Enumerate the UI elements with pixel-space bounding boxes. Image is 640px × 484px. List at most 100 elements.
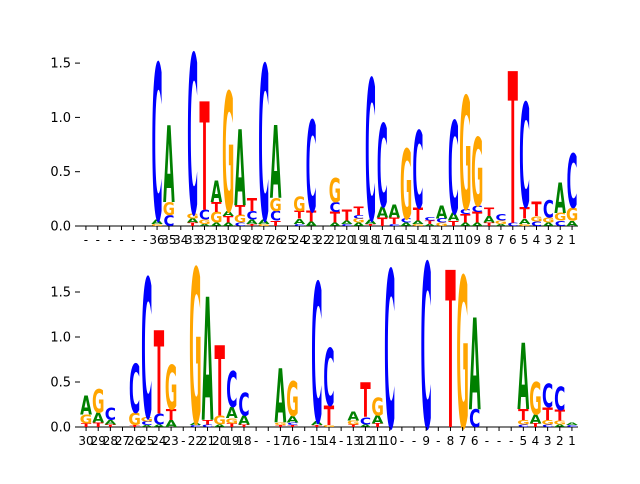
logo-letter-A: A [519, 217, 532, 226]
logo-letter-T: T [306, 208, 317, 226]
x-tick-label: - [96, 233, 100, 247]
logo-letter-G: G [529, 373, 542, 425]
logo-letter-C: C [235, 222, 246, 227]
logo-letter-G: G [400, 132, 412, 242]
x-tick-label: 5 [520, 434, 528, 448]
logo-letter-G: G [151, 223, 163, 227]
logo-column: AGC [495, 213, 508, 227]
logo-panel-2: 0.00.51.01.5TGA30TAG29TAC2827TGC26ACGC25… [50, 218, 578, 480]
x-tick-label: - [266, 434, 270, 448]
x-tick-label: 15 [398, 233, 413, 247]
logo-letter-A: A [274, 353, 286, 440]
logo-column: TAC [104, 404, 116, 428]
logo-letter-A: A [165, 419, 177, 430]
x-tick-label: 1 [568, 434, 576, 448]
logo-letter-T: T [239, 424, 250, 428]
logo-column: G [456, 235, 469, 476]
x-tick-label: 12 [434, 233, 449, 247]
logo-letter-C: C [202, 424, 213, 428]
y-tick-label: 0.0 [50, 220, 71, 235]
logo-letter-A: A [305, 220, 317, 227]
logo-column: CA [566, 422, 578, 428]
logo-column: C [421, 218, 432, 480]
logo-letter-C: C [360, 416, 371, 427]
x-tick-label: 23 [163, 434, 178, 448]
logo-letter-T: T [271, 219, 281, 228]
logo-column: C [384, 228, 395, 479]
logo-letter-A: A [483, 215, 495, 225]
logo-letter-T: T [372, 422, 383, 428]
logo-column: CGA [554, 176, 566, 228]
logo-column: TAG [529, 373, 542, 428]
logo-letter-C: C [542, 424, 553, 428]
logo-letter-A: A [189, 422, 201, 426]
logo-letter-T: T [365, 223, 376, 227]
logo-letter-G: G [234, 214, 246, 226]
logo-letter-G: G [128, 409, 141, 429]
logo-letter-C: C [507, 222, 518, 227]
logo-letter-A: A [424, 223, 436, 227]
logo-letter-G: G [353, 217, 365, 224]
logo-letter-T: T [227, 422, 238, 428]
logo-letter-T: T [354, 205, 365, 219]
x-tick-label: - [254, 434, 258, 448]
logo-letter-A: A [436, 202, 448, 223]
x-tick-label: 16 [285, 434, 300, 448]
logo-column: TAC [365, 42, 377, 266]
logo-letter-G: G [258, 223, 270, 227]
logo-letter-A: A [530, 413, 542, 427]
x-tick-label: 35 [161, 233, 176, 247]
logo-letter-T: T [202, 418, 212, 425]
x-tick-label: 4 [532, 434, 540, 448]
logo-letter-C: C [531, 220, 542, 227]
logo-letter-G: G [495, 220, 507, 225]
logo-letter-T: T [247, 223, 258, 227]
x-tick-label: 22 [315, 233, 330, 247]
logo-letter-C: C [105, 404, 116, 424]
logo-column: GAC [258, 22, 270, 270]
x-tick-label: 26 [127, 434, 142, 448]
logo-column: TAG [371, 392, 384, 428]
x-tick-label: 27 [115, 434, 130, 448]
logo-letter-T: T [542, 404, 553, 424]
logo-letter-C: C [129, 352, 140, 429]
logo-letter-C: C [329, 201, 340, 216]
x-tick-label: 10 [458, 233, 473, 247]
x-tick-label: 8 [447, 434, 455, 448]
x-tick-label: - [497, 434, 501, 448]
logo-letter-A: A [211, 222, 223, 227]
x-tick-label: - [84, 233, 88, 247]
logo-letter-T: T [518, 406, 529, 424]
x-tick-label: 21 [200, 434, 215, 448]
logo-column: TGA [274, 353, 287, 440]
logo-letter-T: T [413, 204, 424, 225]
logo-letter-A: A [543, 222, 555, 227]
logo-letter-T: T [448, 219, 458, 228]
logo-letter-G: G [371, 392, 384, 421]
logo-column: ACG [400, 132, 413, 242]
logo-letter-T: T [214, 327, 224, 439]
y-tick-label: 1.5 [50, 57, 71, 72]
logo-letter-C: C [187, 10, 198, 265]
x-tick-label: - [436, 434, 440, 448]
logo-letter-A: A [238, 414, 250, 428]
logo-letter-C: C [190, 425, 201, 428]
logo-column: TGC [128, 352, 141, 429]
logo-letter-A: A [341, 220, 353, 225]
logo-letter-T: T [105, 424, 116, 428]
logo-letter-T: T [484, 206, 495, 220]
y-tick-label: 1.0 [50, 111, 71, 126]
logo-letter-C: C [377, 101, 388, 233]
x-tick-label: - [303, 434, 307, 448]
x-tick-label: 25 [280, 233, 295, 247]
logo-letter-G: G [459, 65, 471, 245]
logo-letter-T: T [460, 212, 471, 226]
